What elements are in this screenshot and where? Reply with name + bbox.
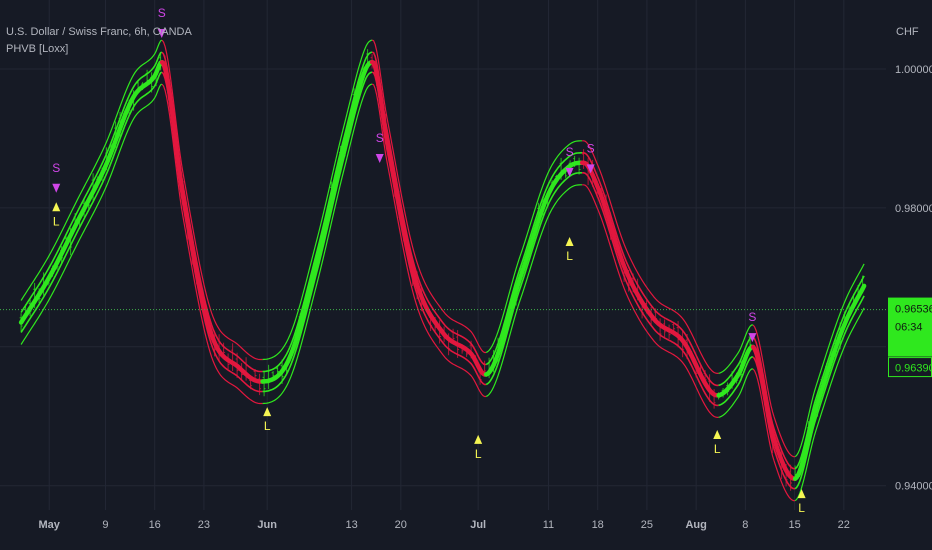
inner-band-line — [718, 356, 754, 407]
center-line — [750, 344, 798, 481]
short-signal-arrow — [52, 183, 61, 193]
time-tick-label: 9 — [102, 519, 108, 531]
price-tick-label: 0.94000 — [895, 481, 932, 493]
time-tick-label: 8 — [742, 519, 748, 531]
long-signal-arrow — [52, 202, 61, 212]
signal-markers: S L S L S L S L S L S L — [52, 6, 806, 515]
short-signal-arrow — [375, 153, 384, 163]
inner-band-line — [485, 152, 583, 366]
outer-band-line — [752, 368, 796, 502]
inner-band-line — [485, 172, 583, 386]
time-tick-label: 20 — [395, 519, 407, 531]
inner-band-line — [262, 71, 373, 393]
time-tick-label: 13 — [345, 519, 357, 531]
short-signal-label: S — [158, 6, 166, 20]
inner-band-line — [582, 172, 719, 407]
outer-band-line — [752, 324, 796, 458]
currency-label: CHF — [896, 26, 919, 38]
center-line — [716, 344, 756, 398]
center-line — [260, 59, 375, 384]
outer-band-line — [262, 39, 373, 361]
symbol-title[interactable]: U.S. Dollar / Swiss Franc, 6h, OANDA — [6, 26, 192, 38]
time-tick-label: May — [39, 519, 61, 531]
time-tick-label: 23 — [198, 519, 210, 531]
outer-band-line — [718, 324, 754, 374]
long-signal-arrow — [263, 407, 272, 417]
long-signal-arrow — [713, 430, 722, 440]
inner-band-line — [718, 336, 754, 387]
inner-band-line — [582, 152, 719, 387]
outer-band-line — [485, 140, 583, 354]
long-signal-label: L — [566, 249, 573, 263]
outer-band-line — [20, 83, 163, 345]
outer-band-line — [794, 263, 865, 458]
inner-band-line — [20, 71, 163, 333]
bar-countdown-label: 06:34 — [895, 322, 923, 334]
outer-band-line — [262, 83, 373, 405]
long-signal-label: L — [475, 447, 482, 461]
time-tick-label: 25 — [641, 519, 653, 531]
time-tick-label: 11 — [543, 519, 554, 531]
short-signal-arrow — [565, 167, 574, 177]
long-signal-label: L — [53, 214, 60, 228]
long-signal-label: L — [714, 442, 721, 456]
time-axis[interactable]: May 9 16 23 Jun 13 20 Jul 11 18 25 Aug 8 15 22 — [39, 519, 850, 531]
center-line — [483, 160, 585, 377]
outer-band-line — [161, 83, 263, 405]
short-signal-arrow — [586, 164, 595, 174]
time-tick-label: 16 — [149, 519, 161, 531]
outer-band-line — [485, 184, 583, 398]
price-tick-label: 0.98000 — [895, 203, 932, 215]
center-line — [159, 59, 265, 384]
short-signal-label: S — [587, 141, 595, 155]
time-tick-label: 18 — [592, 519, 604, 531]
center-line — [792, 283, 867, 481]
outer-band-line — [371, 39, 487, 354]
indicator-bands — [18, 39, 867, 502]
outer-band-line — [20, 39, 163, 301]
indicator-title[interactable]: PHVB [Loxx] — [6, 43, 69, 55]
long-signal-label: L — [264, 419, 271, 433]
outer-band-line — [582, 184, 719, 419]
long-signal-arrow — [797, 489, 806, 499]
outer-band-line — [582, 140, 719, 375]
last-price-label: 0.96536 — [895, 304, 932, 316]
outer-band-line — [161, 39, 263, 361]
outer-band-line — [794, 307, 865, 502]
price-tick-label: 1.00000 — [895, 64, 932, 76]
price-axis-labels: 0.96536 06:34 0.96390 — [888, 297, 932, 378]
short-signal-label: S — [566, 145, 574, 159]
time-tick-label: Aug — [685, 519, 706, 531]
indicator-value-label: 0.96390 — [895, 363, 932, 375]
inner-band-line — [262, 51, 373, 373]
short-signal-arrow — [748, 333, 757, 343]
outer-band-line — [371, 83, 487, 398]
last-price-badge — [888, 297, 932, 357]
outer-band-line — [718, 368, 754, 418]
long-signal-arrow — [565, 237, 574, 246]
center-line — [369, 59, 489, 377]
time-tick-label: 15 — [788, 519, 800, 531]
long-signal-arrow — [474, 434, 483, 444]
time-tick-label: Jul — [470, 519, 486, 531]
time-tick-label: 22 — [838, 519, 850, 531]
short-signal-label: S — [52, 161, 60, 175]
inner-band-line — [794, 295, 865, 490]
short-signal-label: S — [748, 310, 756, 324]
inner-band-line — [20, 51, 163, 313]
chart-grid — [0, 0, 886, 510]
time-tick-label: Jun — [257, 519, 277, 531]
long-signal-label: L — [798, 501, 805, 515]
short-signal-arrow — [157, 28, 166, 38]
short-signal-label: S — [376, 131, 384, 145]
center-line — [18, 59, 165, 325]
center-line — [579, 160, 721, 398]
